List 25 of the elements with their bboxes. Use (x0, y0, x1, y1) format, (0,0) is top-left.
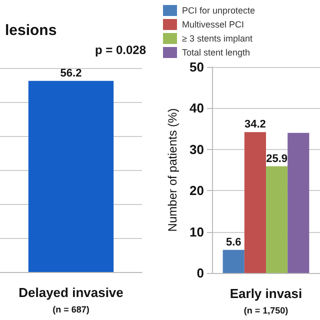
y-tick-label: 50 (190, 60, 204, 74)
y-tick-label: 20 (190, 183, 204, 198)
legend-label: Multivessel PCI (182, 20, 244, 30)
legend-label: PCI for unprotecte (182, 6, 256, 16)
data-label: 5.6 (226, 236, 242, 248)
bar (244, 132, 266, 273)
bar (288, 132, 310, 273)
legend-label: ≥ 3 stents implant (182, 34, 253, 44)
x-axis-title: (n = 1,750) (244, 306, 288, 316)
data-label: 25.9 (266, 152, 288, 165)
legend-label: Total stent length (182, 48, 250, 58)
bar (222, 250, 244, 273)
chart-title: lesions (5, 22, 57, 39)
y-tick-label: 40 (190, 100, 204, 116)
data-label: 56.2 (60, 67, 82, 80)
y-tick-label: 30 (190, 142, 204, 157)
y-axis-title: Number of patients (%) (166, 108, 180, 232)
y-tick-label: 0 (196, 266, 204, 280)
x-tick-label: Delayed invasive (18, 285, 124, 300)
data-label: 34.2 (244, 118, 266, 131)
text: p = 0.028 (94, 43, 146, 57)
bar (266, 166, 288, 273)
y-tick-label: 10 (190, 224, 204, 240)
x-axis-title: (n = 687) (52, 304, 90, 314)
x-tick-label: Early invasi (230, 286, 302, 301)
